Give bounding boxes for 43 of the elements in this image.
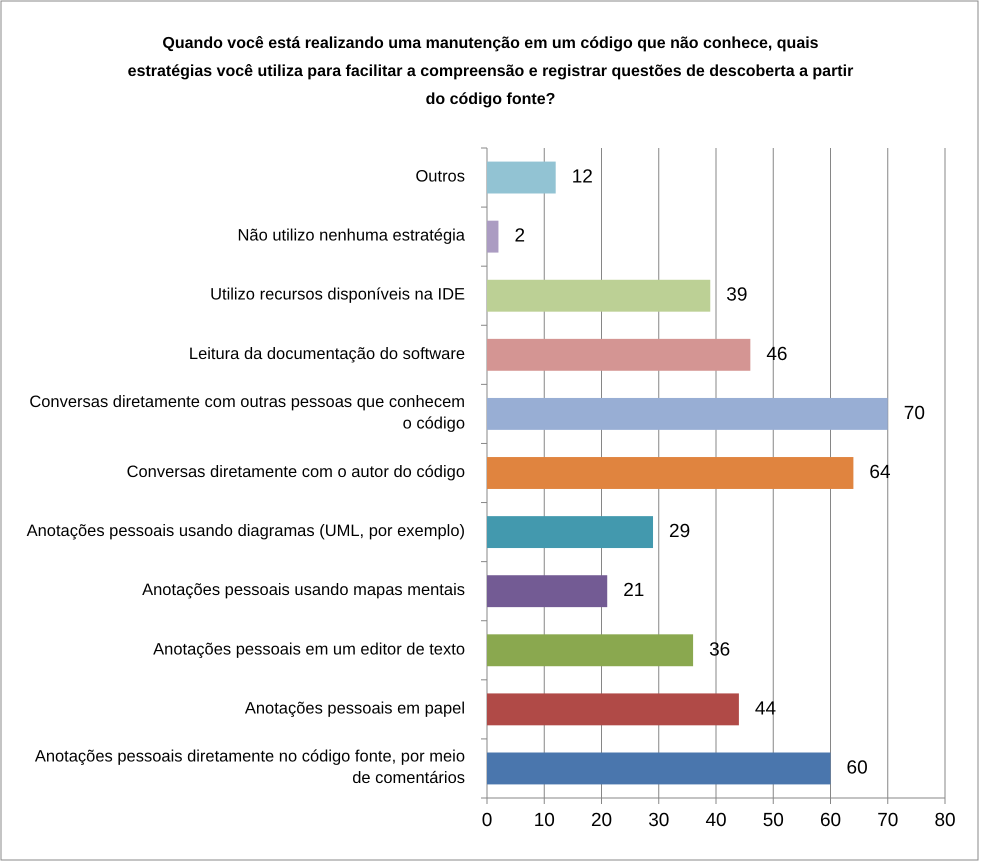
x-tick-label: 0	[482, 810, 492, 831]
data-label: 2	[514, 226, 526, 247]
bar	[487, 162, 556, 194]
data-label: 12	[572, 166, 593, 188]
data-label: 60	[846, 757, 868, 778]
bar	[487, 752, 830, 784]
bar	[487, 693, 739, 726]
bar	[487, 516, 654, 548]
x-tick-label: 70	[877, 810, 898, 831]
data-label: 64	[869, 462, 891, 484]
bar	[487, 338, 750, 371]
data-label: 44	[754, 698, 776, 720]
y-tick-label: Anotações pessoais usando diagramas (UML, por exemplo)	[26, 522, 465, 540]
bar	[487, 280, 710, 312]
data-label: 36	[709, 639, 730, 660]
chart-title: Quando você está realizando uma manutenção em um código que não conhece, quais estratégias você utiliza para facilitar a compreensão e registrar questões de descoberta a partir do código fonte?	[128, 35, 854, 108]
data-label: 70	[904, 402, 925, 424]
x-tick-label: 20	[590, 810, 612, 831]
data-label: 46	[766, 344, 788, 365]
x-tick-label: 30	[648, 810, 670, 831]
y-tick-label: Anotações pessoais em um editor de texto	[153, 640, 465, 659]
y-tick-label: Não utilizo nenhuma estratégia	[238, 226, 466, 245]
bar	[487, 575, 608, 608]
data-label: 21	[623, 580, 644, 602]
y-tick-label: Leitura da documentação do software	[188, 345, 465, 364]
y-tick-label: Anotações pessoais diretamente no código fonte, por meio de comentários	[34, 748, 465, 788]
bar	[487, 634, 694, 666]
y-tick-label: Outros	[415, 168, 465, 186]
x-tick-label: 80	[934, 810, 956, 831]
y-tick-label: Conversas diretamente com o autor do código	[126, 463, 465, 482]
data-label: 29	[669, 521, 690, 542]
x-tick-label: 40	[705, 810, 727, 831]
data-label: 39	[726, 284, 748, 306]
y-tick-label: Anotações pessoais em papel	[244, 700, 465, 718]
x-tick-label: 60	[820, 810, 842, 831]
bar	[487, 457, 854, 489]
x-tick-label: 50	[762, 810, 784, 831]
y-tick-label: Conversas diretamente com outras pessoas que conhecem o código	[29, 394, 465, 433]
y-tick-label: Anotações pessoais usando mapas mentais	[142, 582, 465, 600]
x-tick-label: 10	[534, 810, 555, 831]
y-tick-label: Utilizo recursos disponíveis na IDE	[210, 286, 465, 304]
bar	[487, 398, 888, 430]
bar	[487, 220, 498, 253]
